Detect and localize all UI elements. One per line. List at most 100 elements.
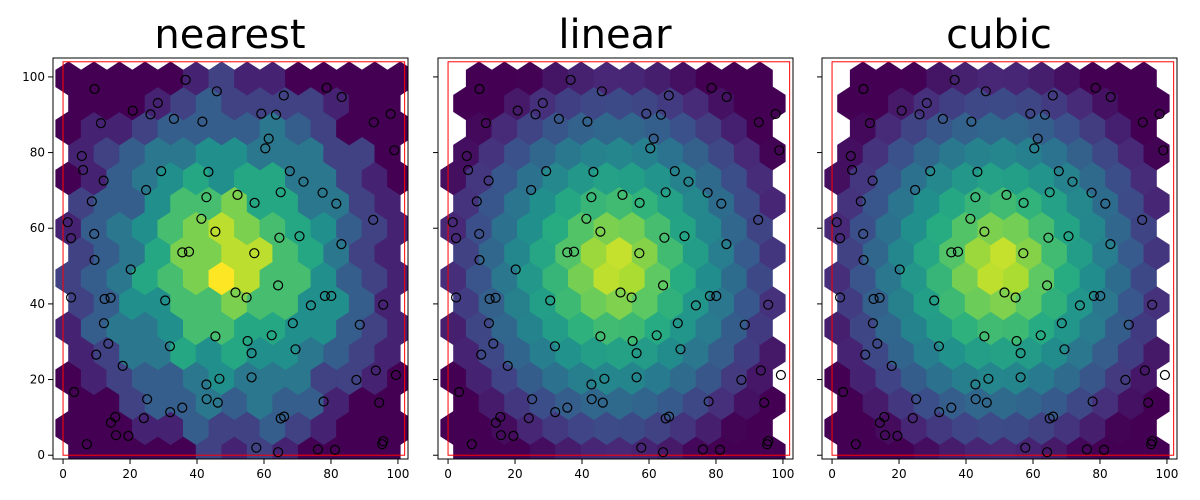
sample-point bbox=[329, 444, 341, 455]
sample-point bbox=[892, 430, 903, 441]
sample-point bbox=[263, 133, 274, 144]
data-bounds-box-nearest bbox=[62, 61, 406, 456]
sample-point bbox=[545, 295, 556, 306]
sample-point bbox=[1105, 239, 1116, 250]
sample-point bbox=[659, 232, 670, 243]
sample-point bbox=[1081, 444, 1093, 455]
sample-point bbox=[201, 192, 212, 203]
sample-point bbox=[1015, 348, 1026, 359]
sample-point bbox=[1067, 176, 1078, 187]
sample-point bbox=[256, 108, 267, 119]
sample-point bbox=[98, 318, 110, 329]
sample-point bbox=[378, 436, 389, 447]
sample-point bbox=[914, 109, 925, 120]
sample-point bbox=[319, 290, 330, 302]
sample-point bbox=[474, 254, 485, 266]
sample-point bbox=[541, 166, 552, 177]
sample-point bbox=[641, 108, 652, 119]
sample-point bbox=[275, 413, 286, 424]
sample-point bbox=[474, 83, 485, 95]
sample-point bbox=[774, 145, 785, 156]
sample-point bbox=[354, 319, 365, 330]
sample-point bbox=[981, 397, 992, 408]
x-tick-label: 100 bbox=[1155, 467, 1178, 481]
sample-point bbox=[246, 372, 257, 383]
sample-point bbox=[183, 246, 195, 257]
sample-point bbox=[160, 295, 171, 306]
sample-point bbox=[141, 184, 152, 196]
sample-point bbox=[615, 287, 626, 298]
y-tick-label: 20 bbox=[30, 373, 45, 387]
sample-point bbox=[232, 189, 243, 200]
y-tick-label: 0 bbox=[37, 448, 45, 462]
sample-point bbox=[631, 372, 642, 383]
sample-point bbox=[260, 143, 271, 154]
sample-point bbox=[65, 233, 77, 244]
sample-point bbox=[704, 290, 716, 302]
sample-point bbox=[858, 254, 869, 266]
sample-point bbox=[588, 166, 599, 177]
sample-point bbox=[197, 116, 208, 127]
sample-point bbox=[907, 413, 918, 424]
sample-point bbox=[937, 113, 949, 125]
x-tick-label: 80 bbox=[323, 467, 338, 481]
sample-point bbox=[1154, 108, 1165, 120]
sample-point bbox=[105, 417, 117, 428]
sample-point bbox=[675, 344, 686, 355]
sample-point bbox=[156, 166, 167, 177]
x-tick-label: 60 bbox=[1025, 467, 1040, 481]
sample-point bbox=[1087, 396, 1098, 407]
sample-point bbox=[934, 407, 945, 418]
sample-point bbox=[1147, 436, 1158, 447]
sample-point bbox=[466, 439, 477, 450]
sample-point bbox=[212, 397, 223, 408]
sample-point bbox=[390, 369, 401, 381]
sample-point bbox=[858, 83, 869, 95]
sample-point bbox=[721, 239, 732, 250]
sample-point bbox=[251, 442, 262, 453]
sample-point bbox=[872, 338, 883, 349]
sample-point bbox=[631, 348, 642, 359]
x-tick-label: 0 bbox=[828, 467, 836, 481]
sample-point bbox=[970, 379, 981, 390]
sample-point bbox=[550, 407, 561, 418]
sample-point bbox=[110, 430, 122, 441]
sample-point bbox=[266, 330, 277, 341]
sample-point bbox=[595, 331, 606, 342]
sample-point bbox=[648, 133, 659, 144]
sample-point bbox=[305, 300, 316, 311]
sample-point bbox=[451, 233, 462, 244]
x-tick-label: 60 bbox=[256, 467, 271, 481]
sample-point bbox=[65, 292, 77, 303]
x-tick-label: 40 bbox=[189, 467, 204, 481]
sample-point bbox=[89, 254, 100, 266]
sample-point bbox=[523, 413, 534, 424]
sample-point bbox=[196, 213, 207, 224]
axes-frame-linear bbox=[437, 57, 794, 460]
sample-point bbox=[1035, 330, 1046, 341]
sample-point bbox=[703, 396, 714, 407]
sample-point bbox=[317, 187, 328, 198]
sample-point bbox=[326, 290, 337, 302]
sample-point bbox=[1059, 344, 1070, 355]
sample-point bbox=[1139, 365, 1150, 376]
sample-point bbox=[77, 164, 89, 176]
panel-linear: linear 0 20 40 60 80 100 bbox=[433, 12, 794, 481]
sample-point bbox=[1143, 397, 1154, 408]
sample-point bbox=[739, 319, 750, 330]
sample-point bbox=[679, 231, 690, 242]
axes-frame-nearest bbox=[52, 57, 409, 460]
sample-point bbox=[1010, 292, 1021, 303]
sample-point bbox=[1041, 447, 1053, 458]
sample-point bbox=[490, 417, 501, 428]
sample-point bbox=[201, 379, 212, 390]
sample-point bbox=[553, 113, 565, 125]
sample-point bbox=[868, 293, 879, 305]
hexbin-layer-linear bbox=[440, 61, 786, 459]
sample-point bbox=[834, 233, 846, 244]
sample-point bbox=[86, 196, 97, 207]
sample-point bbox=[980, 86, 991, 97]
x-tick-label: 40 bbox=[574, 467, 589, 481]
sample-point bbox=[1001, 189, 1012, 200]
sample-point bbox=[596, 86, 607, 97]
